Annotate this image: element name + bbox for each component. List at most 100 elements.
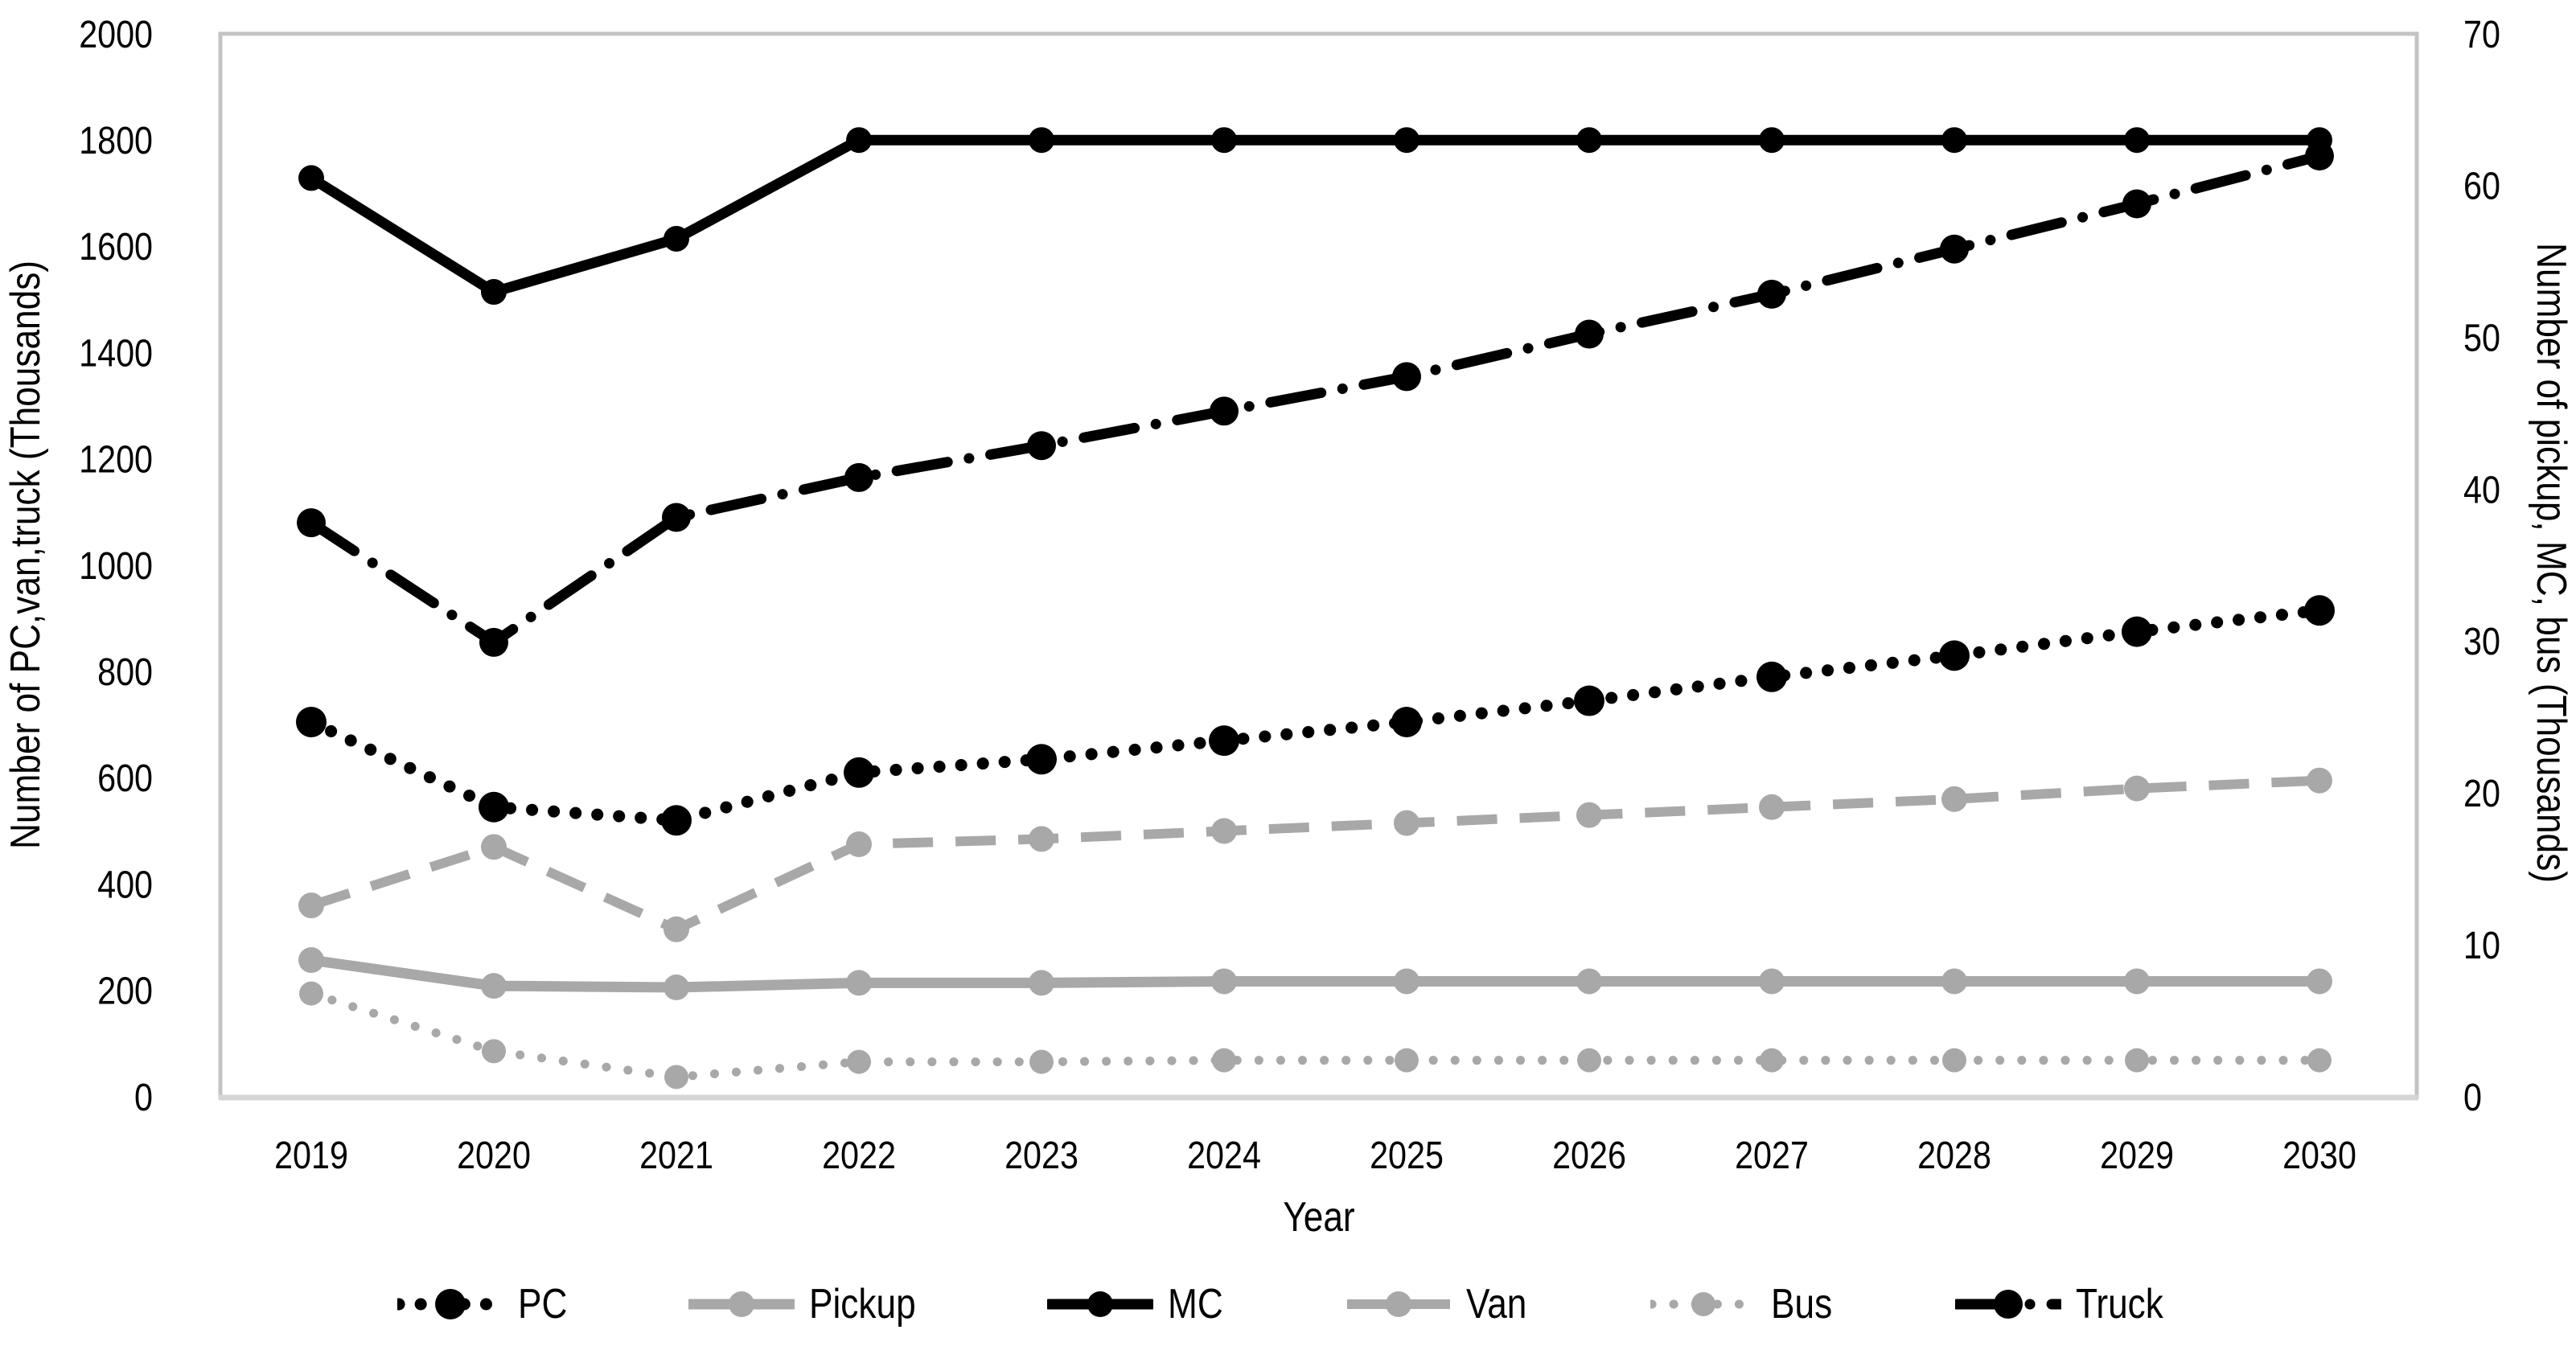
van-marker	[298, 893, 324, 919]
pc-marker	[1391, 706, 1422, 737]
pickup-marker	[2124, 968, 2150, 995]
legend-label-truck: Truck	[2076, 1281, 2164, 1328]
mc-marker	[2124, 127, 2150, 154]
right-axis-tick-label: 10	[2463, 924, 2500, 967]
mc-marker	[1576, 127, 1602, 154]
legend-item-truck: Truck	[1955, 1280, 2179, 1328]
pickup-marker	[1576, 968, 1602, 995]
bus-marker	[1577, 1048, 1601, 1073]
left-axis-tick-label: 800	[97, 650, 153, 694]
mc-line	[306, 134, 2325, 298]
left-axis-tick-label: 1000	[79, 544, 153, 588]
left-axis-tick-label: 400	[97, 864, 153, 907]
pickup-marker	[2307, 968, 2332, 995]
truck-marker	[479, 627, 508, 657]
van-marker	[1394, 810, 1419, 836]
pickup-marker	[664, 975, 689, 1001]
bus-marker	[664, 1065, 688, 1090]
legend-swatch-marker	[728, 1291, 754, 1317]
van-marker	[1211, 818, 1237, 844]
x-axis-tick-label: 2019	[274, 1134, 348, 1177]
pickup-marker	[1394, 968, 1419, 995]
x-axis-tick-label: 2020	[457, 1134, 531, 1177]
pickup-marker	[481, 973, 507, 999]
truck-marker	[1392, 362, 1421, 392]
van-marker	[846, 831, 872, 858]
bus-marker	[482, 1039, 506, 1064]
bus-marker	[847, 1049, 871, 1074]
right-axis-tick-label: 50	[2463, 317, 2500, 360]
mc-markers	[298, 127, 2332, 306]
van-marker	[2124, 775, 2150, 802]
mc-marker	[846, 127, 872, 154]
pickup-line-swatch-icon	[688, 1291, 795, 1317]
mc-marker	[1211, 127, 1237, 154]
left-axis-tick-label: 1200	[79, 438, 153, 482]
pc-marker	[296, 706, 327, 737]
pc-marker	[2122, 616, 2152, 647]
left-axis-tick-label: 1800	[79, 119, 153, 162]
truck-marker	[662, 503, 691, 532]
legend-label-bus: Bus	[1770, 1281, 1832, 1328]
mc-marker	[481, 279, 507, 306]
mc-marker	[1394, 127, 1419, 154]
van-markers	[298, 767, 2332, 942]
truck-marker	[844, 462, 873, 492]
pc-line	[305, 604, 2326, 827]
right-axis-tick-label: 70	[2463, 13, 2500, 56]
mc-marker	[1759, 127, 1785, 154]
mc-marker	[298, 165, 324, 191]
pickup-line	[306, 954, 2325, 993]
legend-label-pickup: Pickup	[808, 1281, 916, 1328]
right-axis-tick-label: 60	[2463, 165, 2500, 208]
pc-marker	[1939, 640, 1970, 671]
pc-marker	[844, 757, 874, 788]
x-axis-tick-label: 2025	[1370, 1134, 1444, 1177]
legend-item-pc: PC	[396, 1280, 576, 1328]
x-axis-tick-label: 2022	[822, 1134, 896, 1177]
legend-item-van: Van	[1346, 1280, 1538, 1328]
bus-marker	[1942, 1048, 1966, 1073]
legend-swatch-marker	[1691, 1292, 1715, 1316]
van-marker	[1576, 802, 1602, 828]
bus-marker	[2125, 1048, 2149, 1073]
legend-label-pc: PC	[517, 1281, 568, 1328]
pc-marker	[1756, 661, 1787, 692]
pickup-marker	[1759, 968, 1785, 995]
right-axis-tick-label: 40	[2463, 468, 2500, 511]
legend-label-van: Van	[1465, 1281, 1527, 1328]
pickup-marker	[1941, 968, 1967, 995]
x-axis-tick-label: 2021	[639, 1134, 713, 1177]
pc-marker	[1209, 725, 1239, 757]
plot-border	[218, 31, 2419, 1099]
truck-marker	[1757, 279, 1786, 309]
left-axis-tick-label: 0	[134, 1076, 153, 1119]
truck-marker	[1575, 319, 1604, 349]
bus-markers	[299, 981, 2332, 1090]
x-axis-title: Year	[1283, 1194, 1355, 1241]
pc-marker	[1574, 685, 1604, 716]
legend-item-bus: Bus	[1650, 1280, 1843, 1328]
truck-marker	[1210, 396, 1239, 426]
bus-marker	[2307, 1048, 2332, 1073]
van-marker	[1029, 826, 1054, 852]
legend: PC Pickup MC Van Bus Truck	[0, 1280, 2576, 1328]
x-axis-tick-label: 2028	[1917, 1134, 1991, 1177]
right-axis-tick-label: 20	[2463, 772, 2500, 815]
bus-line-swatch-icon	[1650, 1292, 1756, 1316]
pickup-marker	[1211, 968, 1237, 995]
mc-marker	[2307, 127, 2332, 154]
pc-marker	[479, 791, 509, 823]
left-axis-tick-label: 2000	[79, 13, 153, 56]
legend-swatch-marker	[1994, 1290, 2023, 1319]
pickup-marker	[846, 970, 872, 996]
van-marker	[664, 916, 689, 942]
mc-marker	[1029, 127, 1054, 154]
mc-line-swatch-icon	[1047, 1291, 1154, 1317]
van-line-swatch-icon	[1346, 1291, 1450, 1317]
left-axis-title: Number of PC,van,truck (Thousands)	[2, 260, 49, 850]
truck-line	[306, 150, 2325, 648]
x-axis-tick-label: 2029	[2100, 1134, 2174, 1177]
mc-marker	[664, 225, 689, 252]
